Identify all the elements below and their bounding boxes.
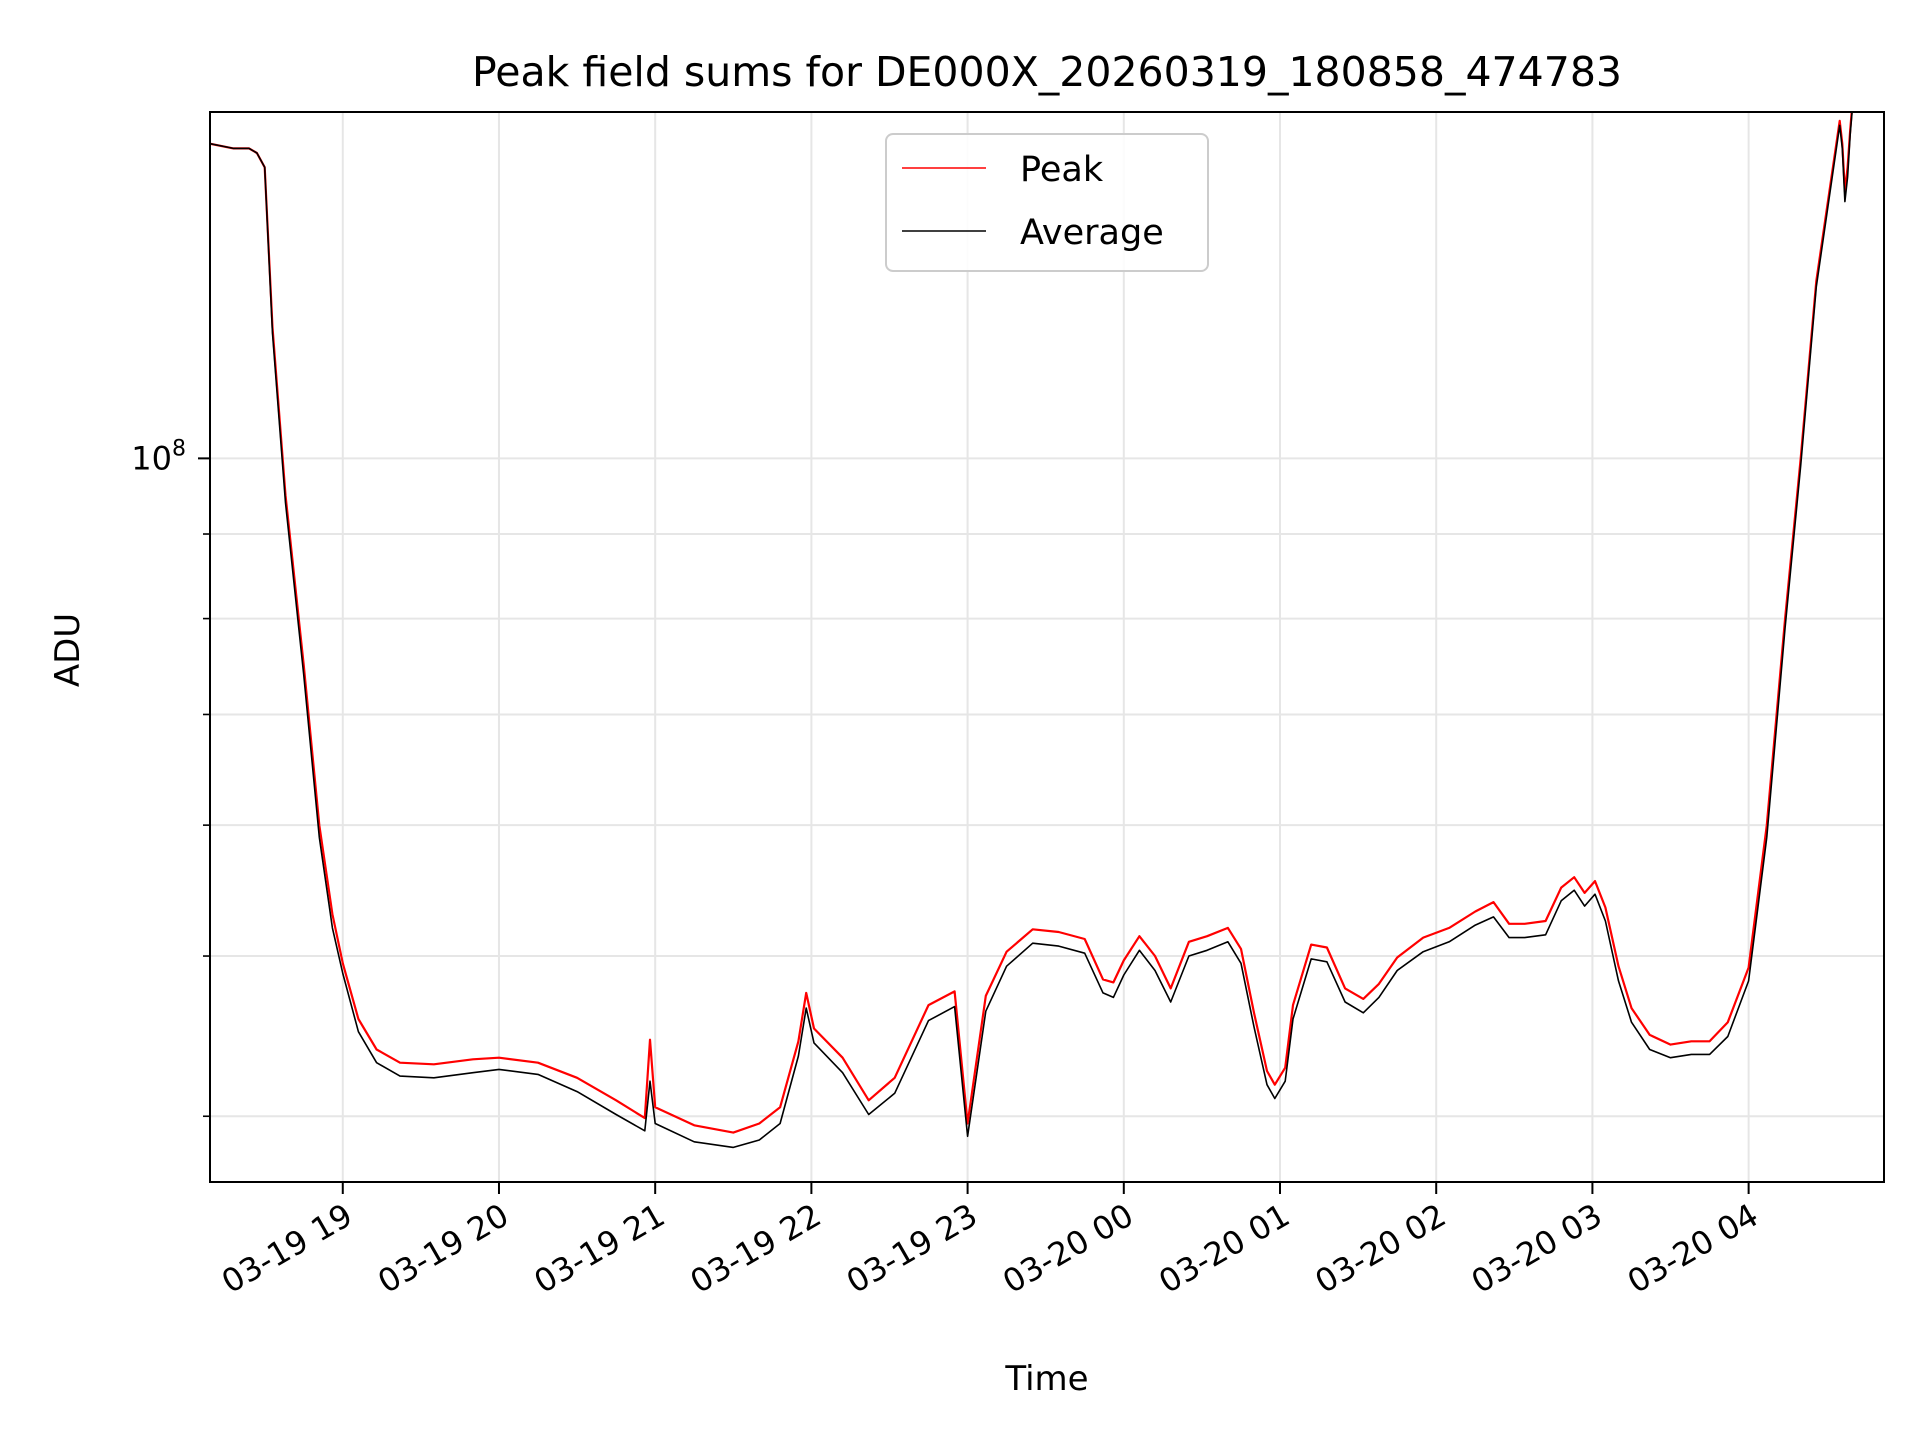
chart-title: Peak field sums for DE000X_20260319_1808… [472,48,1622,96]
series-line-average [210,112,1853,1149]
y-tick-label: 108 [131,436,186,477]
series-layer [210,112,1853,1149]
x-axis-label: Time [1004,1359,1088,1399]
legend-label-average: Average [1020,213,1164,253]
minor-grid [210,533,1884,1118]
major-grid [210,112,1884,1182]
y-axis-label: ADU [48,613,88,687]
plot-frame [209,111,1885,1183]
legend: Peak Average [885,133,1209,272]
legend-label-peak: Peak [1020,150,1104,190]
y-axis: 108 [131,436,210,1118]
series-line-peak [210,112,1853,1134]
